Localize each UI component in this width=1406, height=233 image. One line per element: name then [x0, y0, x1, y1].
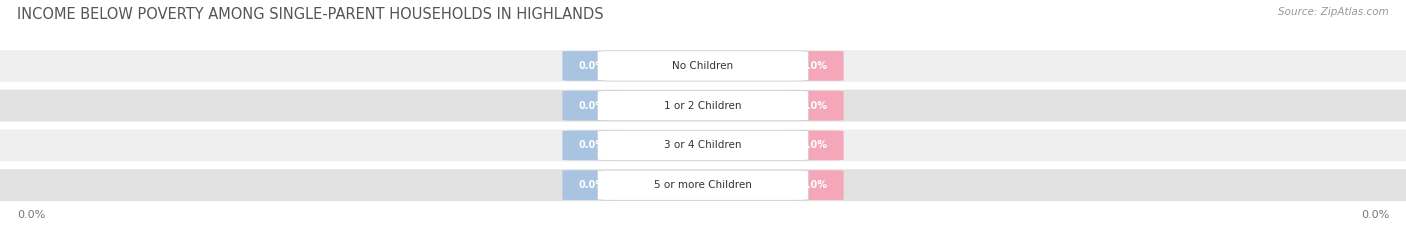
Text: 1 or 2 Children: 1 or 2 Children: [664, 101, 742, 111]
Text: 5 or more Children: 5 or more Children: [654, 180, 752, 190]
FancyBboxPatch shape: [785, 170, 844, 200]
FancyBboxPatch shape: [562, 91, 621, 120]
Text: 0.0%: 0.0%: [579, 140, 606, 151]
FancyBboxPatch shape: [785, 91, 844, 120]
FancyBboxPatch shape: [598, 130, 808, 161]
Text: 0.0%: 0.0%: [800, 101, 827, 111]
Text: 3 or 4 Children: 3 or 4 Children: [664, 140, 742, 151]
Text: 0.0%: 0.0%: [1361, 210, 1389, 220]
Text: 0.0%: 0.0%: [579, 101, 606, 111]
FancyBboxPatch shape: [562, 170, 621, 200]
FancyBboxPatch shape: [785, 130, 844, 160]
FancyBboxPatch shape: [0, 50, 1406, 82]
FancyBboxPatch shape: [562, 51, 621, 81]
FancyBboxPatch shape: [785, 51, 844, 81]
Text: Source: ZipAtlas.com: Source: ZipAtlas.com: [1278, 7, 1389, 17]
FancyBboxPatch shape: [562, 130, 621, 160]
FancyBboxPatch shape: [0, 169, 1406, 201]
FancyBboxPatch shape: [0, 90, 1406, 122]
FancyBboxPatch shape: [598, 170, 808, 200]
Text: INCOME BELOW POVERTY AMONG SINGLE-PARENT HOUSEHOLDS IN HIGHLANDS: INCOME BELOW POVERTY AMONG SINGLE-PARENT…: [17, 7, 603, 22]
Text: 0.0%: 0.0%: [800, 180, 827, 190]
Text: 0.0%: 0.0%: [800, 140, 827, 151]
Text: No Children: No Children: [672, 61, 734, 71]
FancyBboxPatch shape: [598, 91, 808, 121]
FancyBboxPatch shape: [598, 51, 808, 81]
Text: 0.0%: 0.0%: [579, 180, 606, 190]
Text: 0.0%: 0.0%: [17, 210, 45, 220]
Text: 0.0%: 0.0%: [800, 61, 827, 71]
FancyBboxPatch shape: [0, 130, 1406, 161]
Text: 0.0%: 0.0%: [579, 61, 606, 71]
